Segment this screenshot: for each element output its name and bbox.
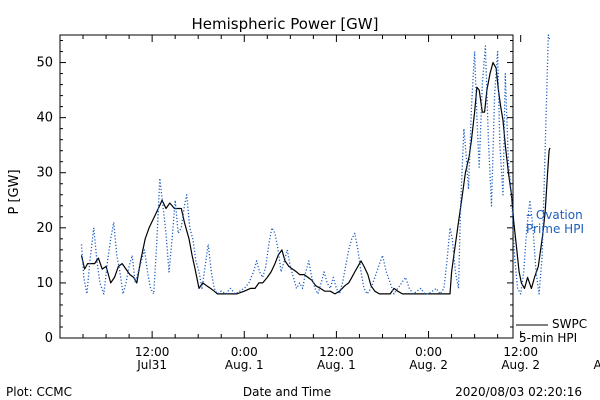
x-tick-label: 12:00	[319, 345, 354, 359]
x-tick-sublabel: Jul31	[136, 358, 167, 372]
legend-swpc-line2: 5-min HPI	[519, 331, 577, 345]
series-line-ovation	[80, 34, 551, 295]
y-tick-label: 50	[36, 56, 53, 71]
legend-ovation-line1: – Ovation	[526, 208, 583, 222]
x-tick-label: 0:00	[231, 345, 258, 359]
y-axis-label: P [GW]	[7, 169, 22, 214]
plot-frame	[59, 34, 514, 339]
x-tick-label: 12:00	[503, 345, 538, 359]
x-tick-sublabel: Aug. 3	[593, 358, 600, 372]
footer-timestamp: 2020/08/03 02:20:16	[455, 385, 582, 399]
chart-title: Hemispheric Power [GW]	[192, 15, 379, 33]
footer-left: Plot: CCMC	[6, 385, 72, 399]
y-tick-label: 40	[36, 111, 53, 126]
legend-ovation-line2: Prime HPI	[526, 222, 584, 236]
x-tick-label: 12:00	[135, 345, 170, 359]
x-tick-label: 0:00	[415, 345, 442, 359]
series-layer	[80, 34, 551, 295]
y-tick-label: 0	[45, 331, 53, 346]
y-tick-label: 30	[36, 166, 53, 181]
x-tick-sublabel: Aug. 2	[409, 358, 448, 372]
legend-swpc-line1: SWPC	[552, 317, 587, 331]
y-tick-label: 10	[36, 276, 53, 291]
y-tick-label: 20	[36, 221, 53, 236]
series-line-swpc	[80, 61, 551, 295]
x-tick-sublabel: Aug. 1	[317, 358, 356, 372]
x-axis-label: Date and Time	[243, 385, 331, 399]
x-tick-sublabel: Aug. 1	[225, 358, 264, 372]
x-tick-sublabel: Aug. 2	[501, 358, 540, 372]
